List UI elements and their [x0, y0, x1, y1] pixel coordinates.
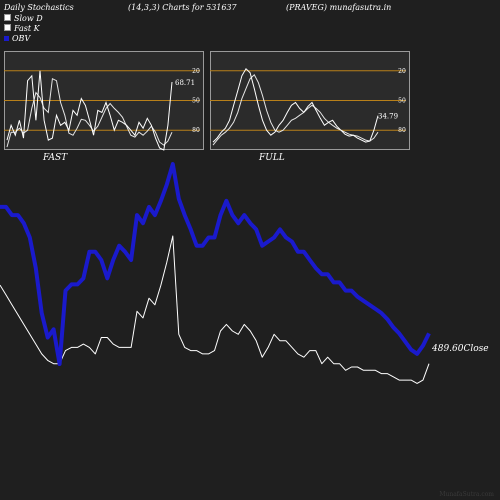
- legend-label-fast-k: Fast K: [14, 24, 40, 33]
- legend-label-obv: OBV: [12, 34, 31, 43]
- fast-tick-label-50: 50: [192, 98, 200, 105]
- watermark: MunafaSutra.com: [439, 491, 494, 498]
- legend-item-fast-k: Fast K: [4, 24, 40, 33]
- full-tick-label-50: 50: [398, 98, 406, 105]
- obv-line: [0, 162, 431, 366]
- chart-symbol: (PRAVEG) munafasutra.in: [286, 3, 392, 12]
- fast-panel-label: FAST: [43, 153, 68, 163]
- close-price-label: 489.60Close: [431, 344, 489, 354]
- full-tick-label-80: 20: [398, 68, 406, 75]
- full-last-value-label: 34.79: [378, 113, 398, 121]
- full-tick-label-20: 80: [398, 127, 406, 134]
- legend-swatch-slow-d: [4, 14, 11, 21]
- full-panel-label: FULL: [259, 153, 285, 163]
- fast-tick-label-80: 20: [192, 68, 200, 75]
- legend-swatch-obv: [4, 36, 9, 41]
- fast-series-slow-d-line: [6, 77, 173, 148]
- legend-label-slow-d: Slow D: [14, 14, 43, 23]
- legend-item-slow-d: Slow D: [4, 14, 43, 23]
- price-line: [0, 235, 430, 384]
- fast-series-fast-k-line: [6, 70, 173, 151]
- chart-title: Daily Stochastics: [4, 3, 74, 12]
- legend-item-obv: OBV: [4, 34, 30, 43]
- full-series-fast-k-line: [212, 67, 379, 143]
- chart-params: (14,3,3) Charts for 531637: [128, 3, 237, 12]
- fast-tick-label-20: 80: [192, 127, 200, 134]
- legend-swatch-fast-k: [4, 24, 11, 31]
- full-series-slow-d-line: [212, 73, 379, 146]
- fast-last-value-label: 68.71: [175, 79, 195, 87]
